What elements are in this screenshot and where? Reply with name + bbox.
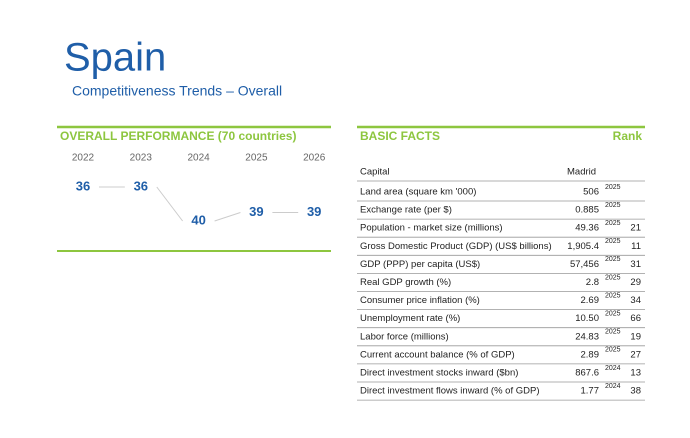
fact-rank: 21	[630, 223, 641, 234]
fact-year: 2025	[605, 311, 621, 318]
fact-value: 0.885	[575, 205, 599, 216]
fact-label: Exchange rate (per $)	[360, 205, 452, 216]
fact-rank: 29	[630, 277, 641, 288]
fact-value: 1.77	[581, 386, 600, 397]
fact-rank: 31	[630, 259, 641, 270]
fact-year: 2025	[605, 256, 621, 263]
fact-year: 2025	[605, 292, 621, 299]
subtitle: Competitiveness Trends – Overall	[72, 83, 282, 99]
rank-value: 36	[76, 178, 90, 193]
year-label: 2022	[72, 153, 95, 164]
year-label: 2026	[303, 153, 326, 164]
fact-label: Consumer price inflation (%)	[360, 295, 480, 306]
fact-label: Population - market size (millions)	[360, 223, 503, 234]
fact-label: Real GDP growth (%)	[360, 277, 451, 288]
year-label: 2024	[187, 153, 210, 164]
fact-value: 57,456	[570, 259, 599, 270]
fact-rank: 38	[630, 386, 641, 397]
fact-year: 2025	[605, 184, 621, 191]
rank-value: 40	[191, 212, 205, 227]
fact-rank: 34	[630, 295, 641, 306]
fact-value: 2.8	[586, 277, 599, 288]
fact-year: 2025	[605, 329, 621, 336]
fact-year: 2025	[605, 202, 621, 209]
fact-label: Land area (square km '000)	[360, 187, 476, 198]
section-title: BASIC FACTS	[360, 129, 440, 143]
fact-label: Gross Domestic Product (GDP) (US$ billio…	[360, 241, 552, 252]
fact-value: 506	[583, 187, 599, 198]
fact-year: 2025	[605, 274, 621, 281]
year-label: 2023	[130, 153, 153, 164]
fact-value: 2.69	[581, 295, 600, 306]
fact-year: 2025	[605, 238, 621, 245]
rank-value: 39	[307, 204, 321, 219]
fact-value: 49.36	[575, 223, 599, 234]
capital-value: Madrid	[567, 167, 596, 178]
fact-rank: 11	[631, 241, 641, 252]
fact-label: Current account balance (% of GDP)	[360, 349, 515, 360]
fact-label: Direct investment flows inward (% of GDP…	[360, 386, 540, 397]
fact-value: 10.50	[575, 313, 599, 324]
fact-label: Labor force (millions)	[360, 331, 449, 342]
fact-value: 867.6	[575, 368, 599, 379]
fact-value: 24.83	[575, 331, 599, 342]
rank-value: 39	[249, 204, 263, 219]
fact-rank: 19	[630, 331, 641, 342]
trend-segment	[214, 212, 241, 222]
fact-year: 2025	[605, 347, 621, 354]
fact-label: Unemployment rate (%)	[360, 313, 460, 324]
section-title: OVERALL PERFORMANCE (70 countries)	[60, 129, 296, 143]
trend-segment	[156, 186, 183, 222]
fact-year: 2025	[605, 220, 621, 227]
fact-label: Direct investment stocks inward ($bn)	[360, 368, 518, 379]
fact-year: 2024	[605, 365, 621, 372]
capital-label: Capital	[360, 167, 390, 178]
year-label: 2025	[245, 153, 268, 164]
fact-year: 2024	[605, 383, 621, 390]
fact-value: 1,905.4	[567, 241, 599, 252]
fact-rank: 13	[630, 368, 641, 379]
fact-label: GDP (PPP) per capita (US$)	[360, 259, 480, 270]
fact-value: 2.89	[581, 349, 600, 360]
fact-rank: 27	[630, 349, 641, 360]
fact-rank: 66	[630, 313, 641, 324]
rank-value: 36	[134, 178, 148, 193]
rank-header: Rank	[613, 129, 643, 143]
title: Spain	[64, 36, 166, 80]
